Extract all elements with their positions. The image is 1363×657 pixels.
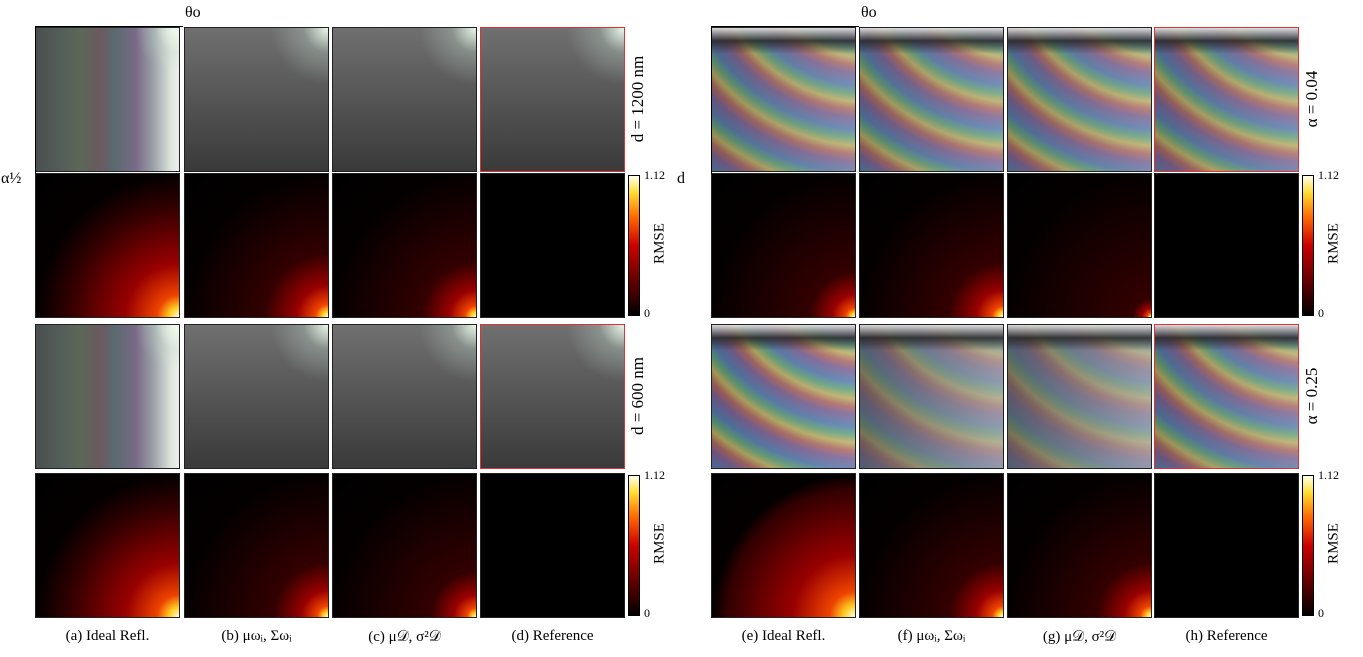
error-map — [859, 173, 1004, 318]
render-image — [332, 324, 477, 469]
colorbar — [1302, 475, 1314, 616]
caption: (a) Ideal Refl. — [35, 628, 180, 645]
row-label: d = 1200 nm — [628, 29, 648, 169]
error-map — [1007, 473, 1152, 618]
render-image — [711, 324, 856, 469]
caption: (g) μ𝒟, σ²𝒟 — [1007, 628, 1152, 646]
figure: (a) Ideal Refl.(b) μωᵢ, Σωᵢ(c) μ𝒟, σ²𝒟(d… — [0, 0, 1363, 657]
colorbar-max: 1.12 — [644, 168, 665, 183]
render-image — [332, 27, 477, 172]
render-image — [184, 324, 329, 469]
caption: (f) μωᵢ, Σωᵢ — [859, 628, 1004, 645]
axis-label: θo — [861, 4, 877, 22]
error-map — [332, 473, 477, 618]
caption: (e) Ideal Refl. — [711, 628, 856, 645]
render-image — [711, 27, 856, 172]
colorbar-min: 0 — [644, 306, 650, 321]
error-map — [35, 173, 180, 318]
caption: (c) μ𝒟, σ²𝒟 — [332, 628, 477, 646]
render-image — [1007, 324, 1152, 469]
caption: (h) Reference — [1154, 628, 1299, 645]
colorbar-label: RMSE — [652, 514, 669, 574]
colorbar-min: 0 — [644, 606, 650, 621]
caption: (d) Reference — [480, 628, 625, 645]
error-map — [480, 473, 625, 618]
render-image — [35, 27, 180, 172]
axis-label: d — [677, 170, 685, 188]
render-image — [1007, 27, 1152, 172]
axis-arrow — [35, 26, 36, 174]
colorbar-min: 0 — [1318, 606, 1324, 621]
error-map — [1154, 473, 1299, 618]
colorbar-label: RMSE — [1326, 214, 1343, 274]
axis-label: θo — [185, 4, 201, 22]
render-image — [859, 27, 1004, 172]
render-image — [35, 324, 180, 469]
row-label: α = 0.25 — [1302, 326, 1322, 466]
colorbar-label: RMSE — [652, 214, 669, 274]
colorbar — [628, 175, 640, 316]
error-map — [859, 473, 1004, 618]
axis-arrow — [711, 26, 859, 27]
error-map — [332, 173, 477, 318]
colorbar-min: 0 — [1318, 306, 1324, 321]
render-image — [480, 27, 625, 172]
render-image — [1154, 324, 1299, 469]
error-map — [711, 473, 856, 618]
error-map — [1007, 173, 1152, 318]
error-map — [35, 473, 180, 618]
render-image — [184, 27, 329, 172]
error-map — [480, 173, 625, 318]
axis-label: α½ — [1, 170, 21, 188]
colorbar-label: RMSE — [1326, 514, 1343, 574]
colorbar — [628, 475, 640, 616]
render-image — [1154, 27, 1299, 172]
colorbar-max: 1.12 — [644, 468, 665, 483]
error-map — [184, 173, 329, 318]
colorbar-max: 1.12 — [1318, 168, 1339, 183]
error-map — [184, 473, 329, 618]
row-label: d = 600 nm — [628, 326, 648, 466]
error-map — [1154, 173, 1299, 318]
error-map — [711, 173, 856, 318]
caption: (b) μωᵢ, Σωᵢ — [184, 628, 329, 645]
render-image — [480, 324, 625, 469]
render-image — [859, 324, 1004, 469]
colorbar — [1302, 175, 1314, 316]
row-label: α = 0.04 — [1302, 29, 1322, 169]
axis-arrow — [35, 26, 183, 27]
colorbar-max: 1.12 — [1318, 468, 1339, 483]
axis-arrow — [711, 26, 712, 174]
